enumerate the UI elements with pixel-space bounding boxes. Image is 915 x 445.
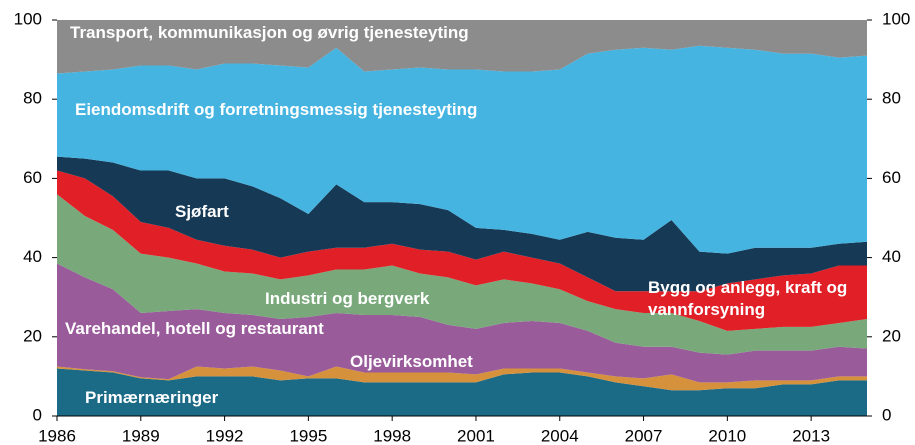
y2-tick-label: 0 [882, 405, 891, 424]
series-label: Oljevirksomhet [350, 352, 473, 371]
y2-tick-label: 100 [882, 9, 910, 28]
series-label: Bygg og anlegg, kraft og vannforsyning [648, 278, 848, 319]
y-tick-label: 80 [23, 89, 42, 108]
area [57, 45, 867, 254]
y2-tick-label: 60 [882, 168, 901, 187]
y-tick-label: 60 [23, 168, 42, 187]
series-label: Industri og bergverk [265, 289, 430, 308]
x-tick-label: 2001 [457, 426, 495, 445]
area [57, 156, 867, 292]
y-tick-label: 40 [23, 247, 42, 266]
y2-tick-label: 20 [882, 326, 901, 345]
area [57, 170, 867, 331]
series-label: Sjøfart [175, 202, 229, 221]
area [57, 20, 867, 74]
x-tick-label: 1992 [206, 426, 244, 445]
x-tick-label: 1998 [373, 426, 411, 445]
series-label: Eiendomsdrift og forretningsmessig tjene… [75, 100, 478, 119]
y-tick-label: 100 [14, 9, 42, 28]
y2-tick-label: 40 [882, 247, 901, 266]
area [57, 263, 867, 383]
x-tick-label: 2013 [792, 426, 830, 445]
x-tick-label: 1986 [38, 426, 76, 445]
x-tick-label: 2004 [541, 426, 579, 445]
y-tick-label: 0 [33, 405, 42, 424]
x-tick-label: 1995 [289, 426, 327, 445]
x-tick-label: 2010 [708, 426, 746, 445]
series-label: Transport, kommunikasjon og øvrig tjenes… [70, 23, 469, 42]
series-label: Varehandel, hotell og restaurant [65, 319, 324, 338]
x-tick-label: 2007 [625, 426, 663, 445]
x-tick-label: 1989 [122, 426, 160, 445]
area [57, 366, 867, 391]
y2-tick-label: 80 [882, 89, 901, 108]
series-label: Primærnæringer [85, 388, 219, 407]
area [57, 368, 867, 416]
y-tick-label: 20 [23, 326, 42, 345]
area [57, 194, 867, 355]
